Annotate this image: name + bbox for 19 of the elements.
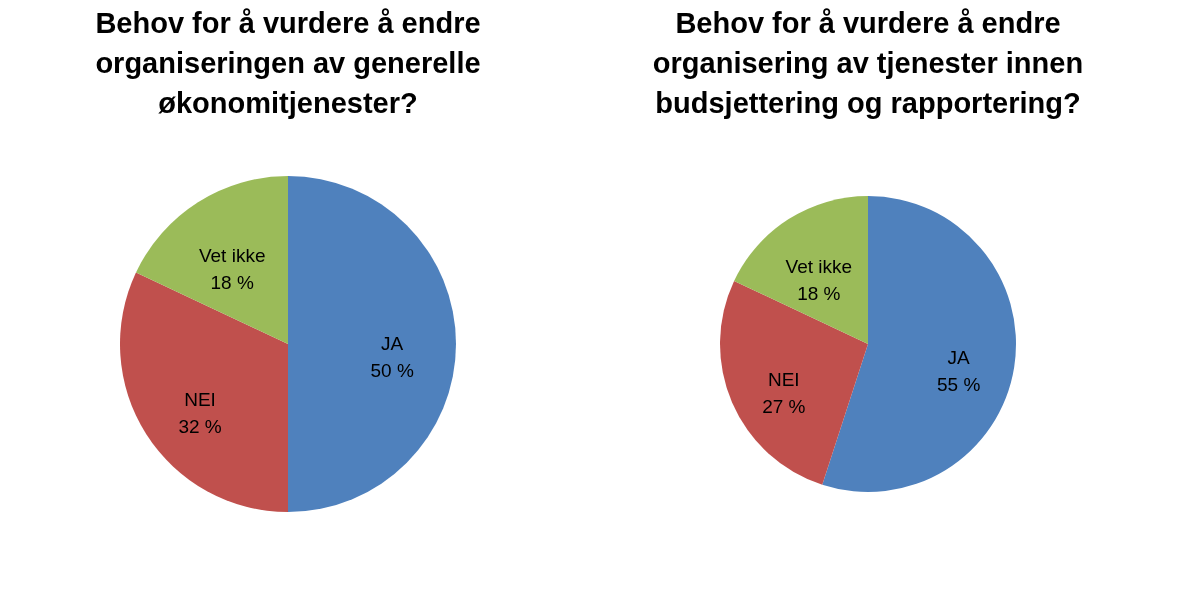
data-label: 50 %: [370, 360, 414, 381]
pie-slice: [120, 272, 288, 512]
pie-slice: [288, 176, 456, 512]
slice-label: JA: [381, 333, 404, 354]
chart-title: Behov for å vurdere å endre organisering av tjenester innen budsjettering og rapportering?: [652, 7, 1084, 119]
chart-title: Behov for å vurdere å endre organiseringen av generelle økonomitjenester?: [95, 7, 481, 119]
slice-label: Vet ikke: [785, 255, 853, 277]
data-label: 18 %: [797, 282, 841, 304]
data-label: 27 %: [762, 396, 806, 418]
pie-slice: [720, 280, 868, 485]
pie-slice: [734, 196, 868, 344]
data-label: 55 %: [936, 374, 981, 396]
pie-slice: [135, 176, 288, 344]
slice-label: NEI: [184, 388, 216, 410]
slice-label: NEI: [767, 369, 800, 391]
data-label: 32 %: [178, 415, 222, 437]
data-label: 18 %: [210, 272, 254, 294]
slice-label: JA: [947, 347, 971, 369]
slice-label: Vet ikke: [198, 245, 266, 267]
